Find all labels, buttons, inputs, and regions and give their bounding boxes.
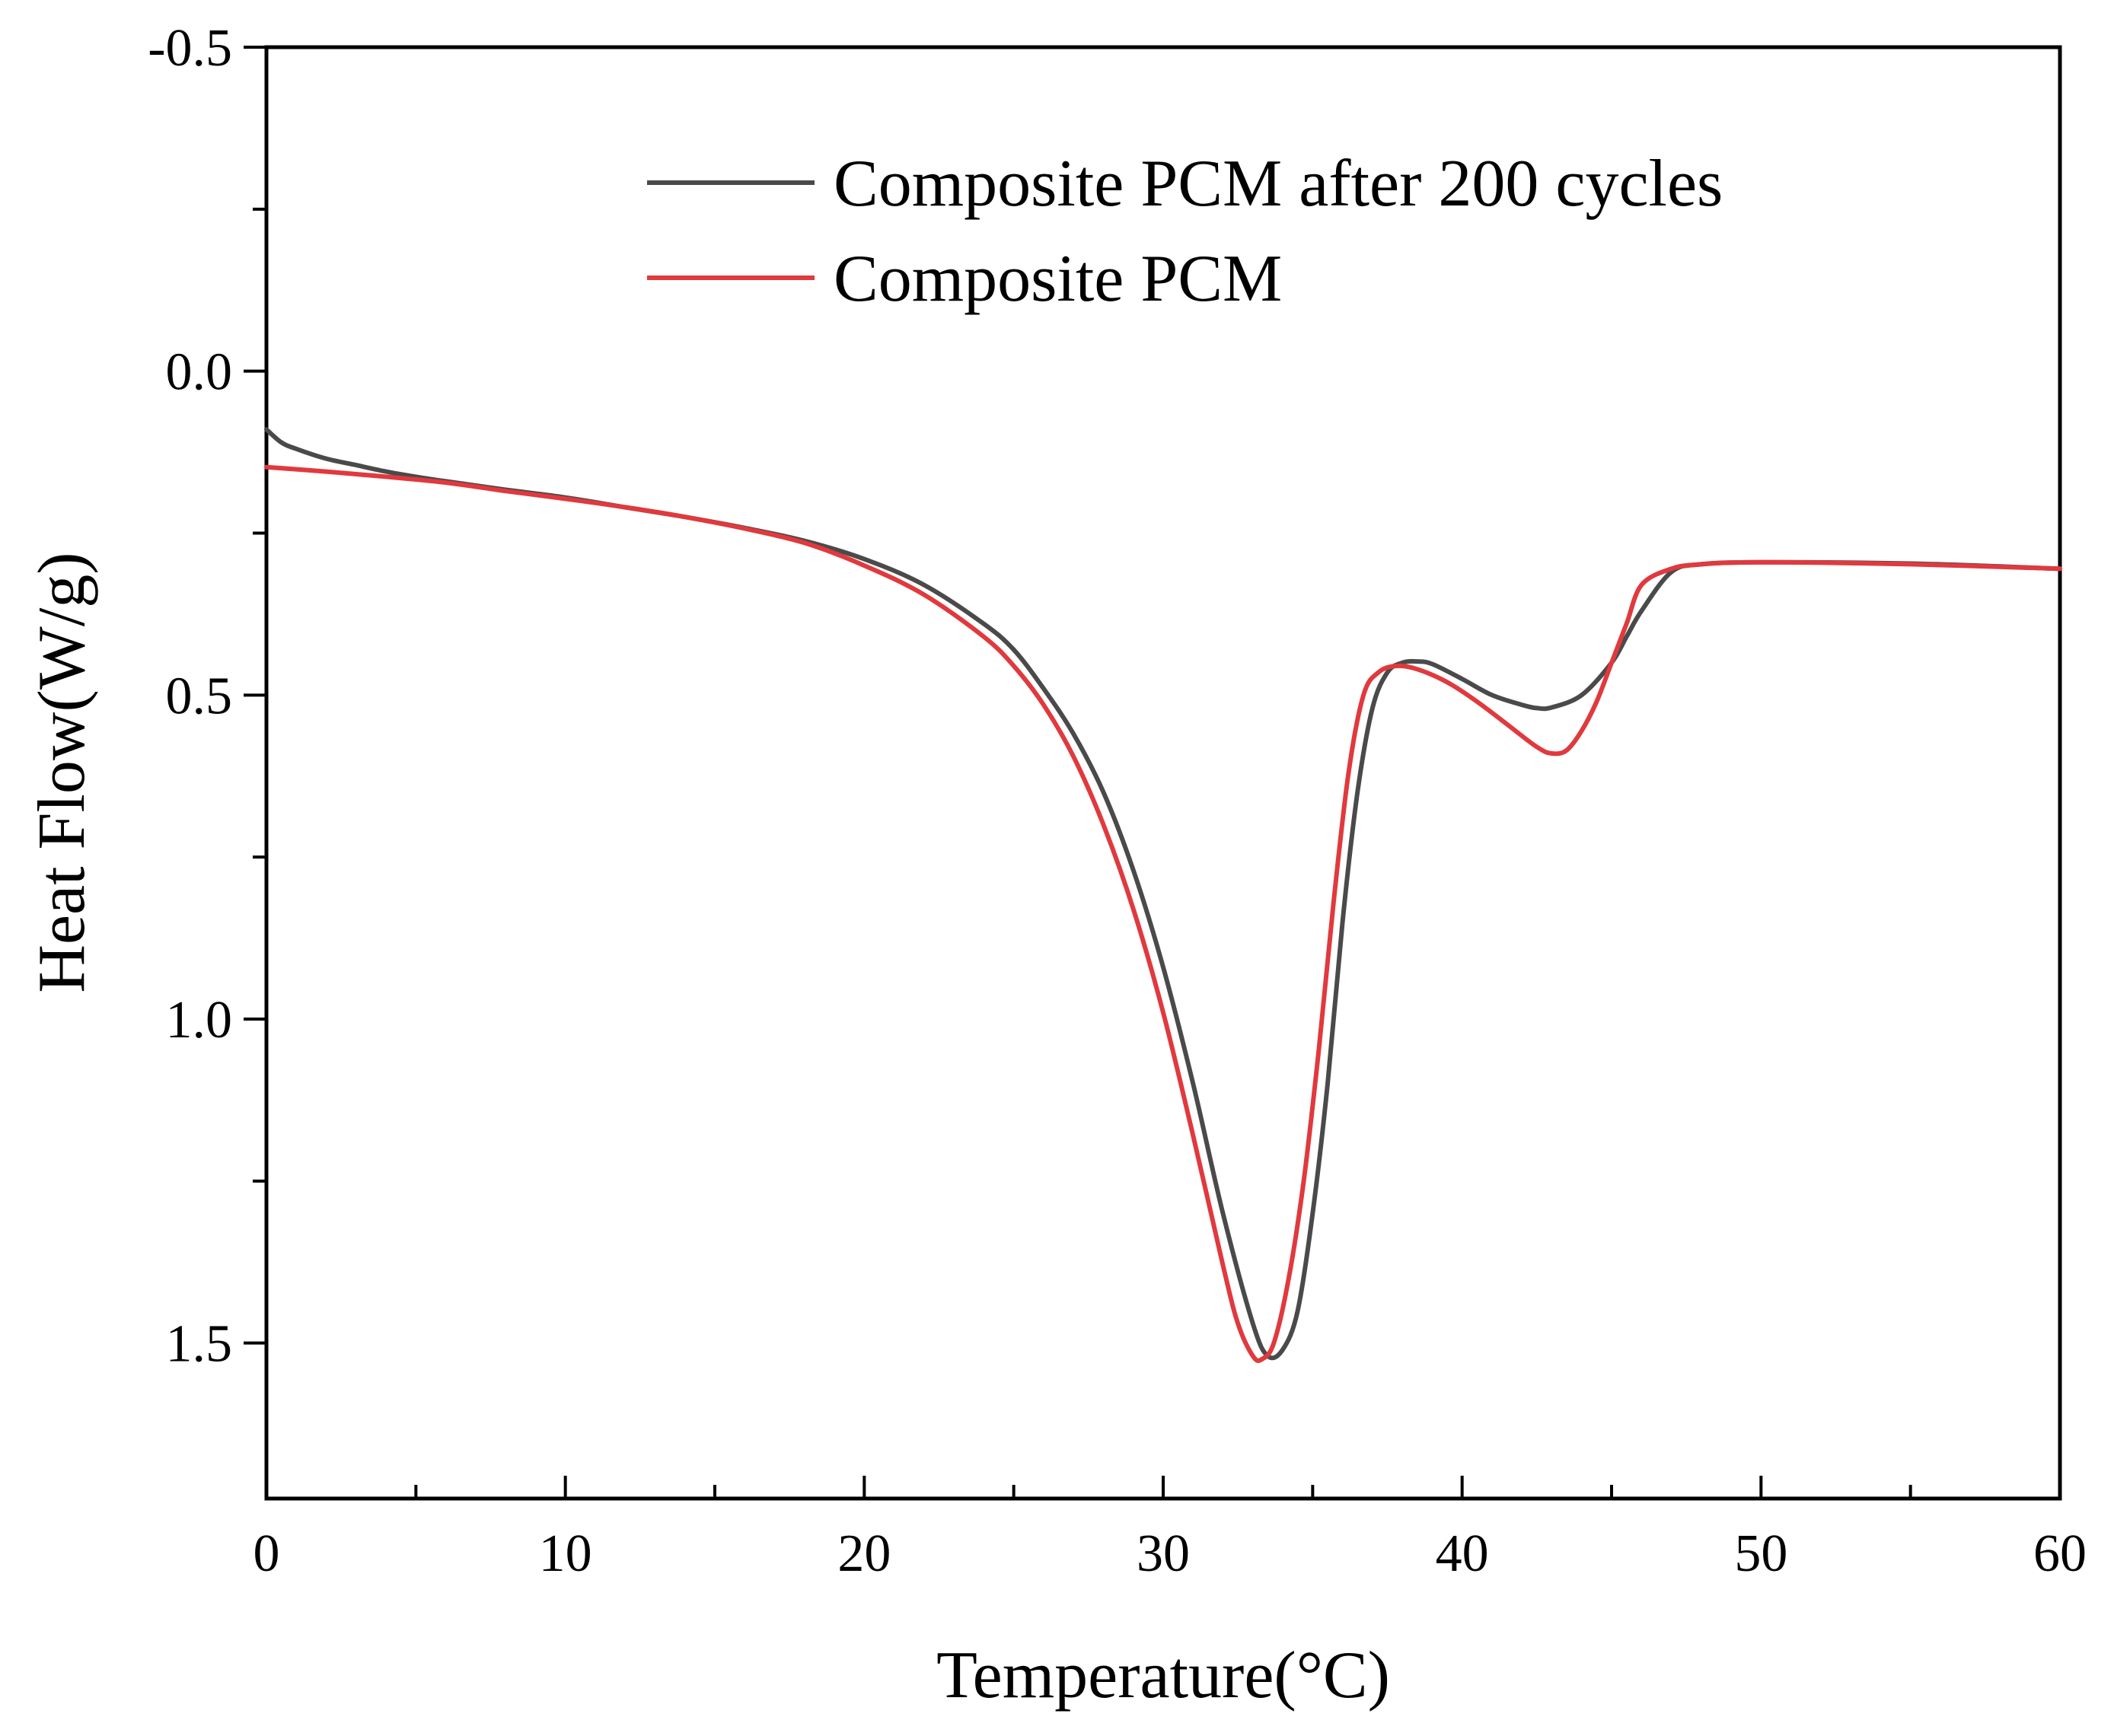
x-tick-label: 20 — [837, 1524, 891, 1583]
x-tick-label: 60 — [2033, 1524, 2087, 1583]
x-tick-label: 40 — [1436, 1524, 1489, 1583]
x-tick-label: 10 — [539, 1524, 592, 1583]
series-layer — [264, 427, 2062, 1363]
series-line-2 — [264, 464, 2062, 1363]
x-tick-label: 50 — [1734, 1524, 1787, 1583]
y-tick-label: 0.0 — [166, 343, 233, 402]
y-tick-label: 1.0 — [166, 991, 233, 1050]
y-tick-label: 0.5 — [166, 667, 233, 725]
x-axis-title: Temperature(°C) — [936, 1639, 1390, 1712]
x-tick-label: 30 — [1137, 1524, 1190, 1583]
y-axis-title: Heat Flow(W/g) — [25, 552, 99, 992]
legend-label-2: Composite PCM — [834, 242, 1282, 316]
legend: Composite PCM after 200 cycles Composite … — [647, 147, 1723, 316]
axis-ticks — [244, 46, 2061, 1499]
axis-tick-labels: 0 10 20 30 40 50 60 -0.5 0.0 0.5 1.0 1.5 — [148, 19, 2087, 1583]
y-tick-label: -0.5 — [148, 19, 232, 78]
legend-label-1: Composite PCM after 200 cycles — [834, 147, 1723, 221]
y-tick-label: 1.5 — [166, 1315, 233, 1374]
series-line-1 — [264, 427, 2062, 1361]
x-tick-label: 0 — [253, 1524, 280, 1583]
